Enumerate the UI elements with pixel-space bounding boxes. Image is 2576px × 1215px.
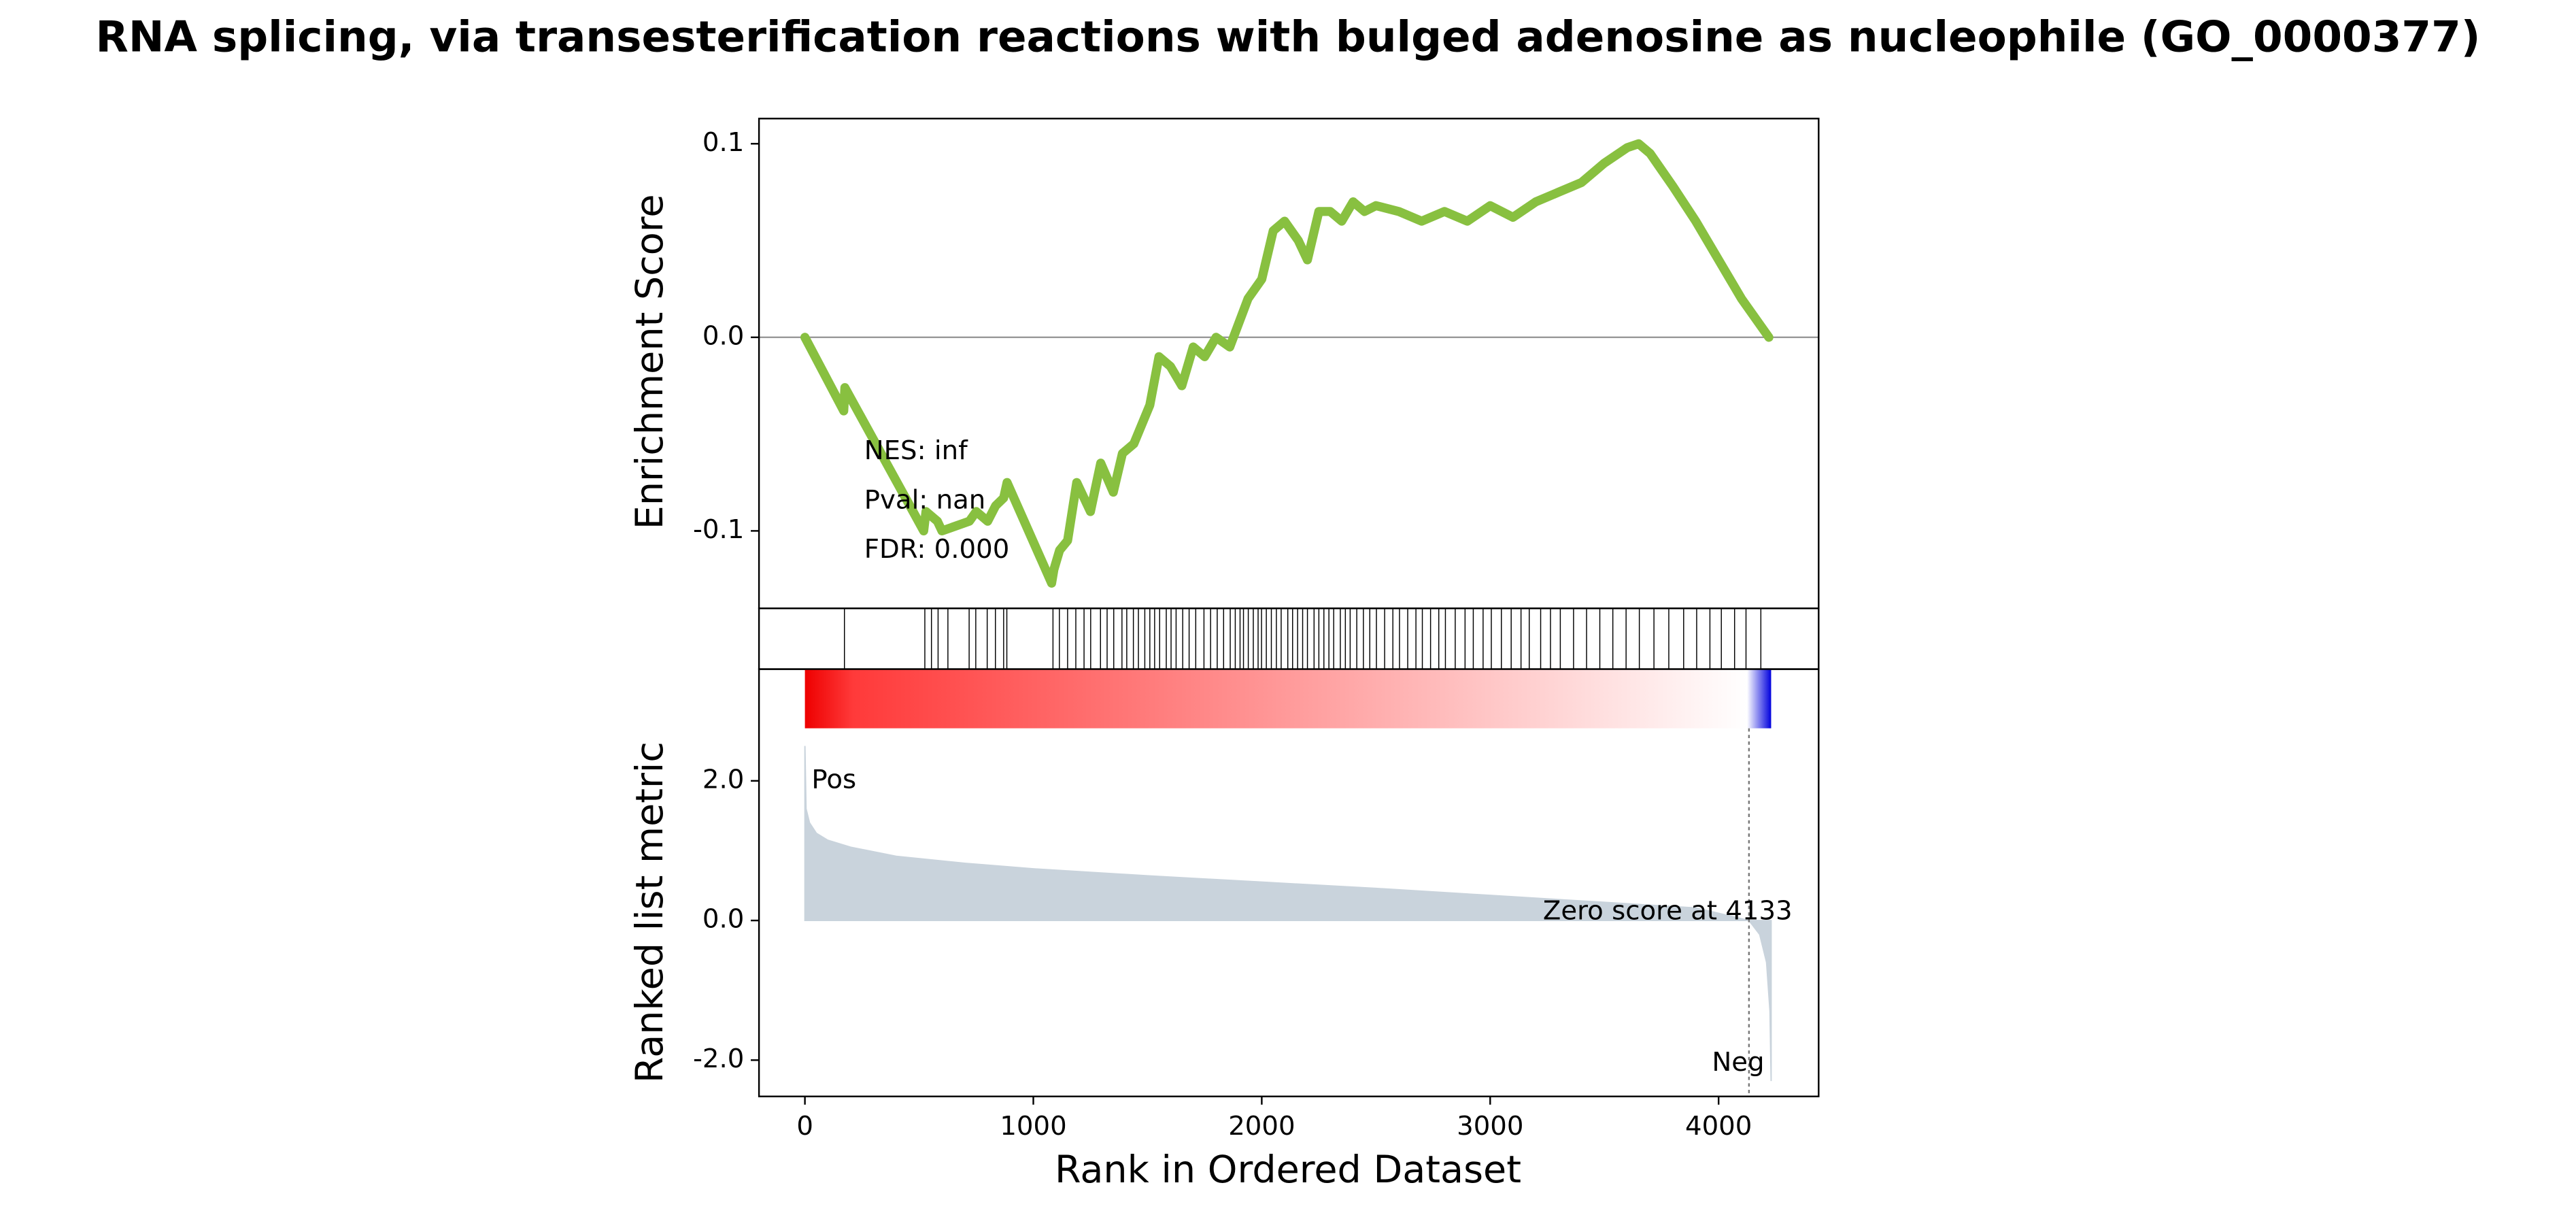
chart-title: RNA splicing, via transesterification re… — [95, 12, 2480, 61]
y-axis-label: Enrichment Score — [628, 194, 672, 529]
stat-annotation: NES: inf — [864, 435, 968, 466]
y-tick-label: 0.1 — [702, 127, 744, 158]
stat-annotation: FDR: 0.000 — [864, 534, 1010, 565]
x-tick-label: 1000 — [1000, 1111, 1066, 1142]
neg-label: Neg — [1712, 1047, 1764, 1078]
zero-score-label: Zero score at 4133 — [1543, 896, 1793, 927]
axes-frame — [758, 668, 1820, 1097]
x-tick-label: 2000 — [1228, 1111, 1295, 1142]
es-line — [800, 139, 1774, 588]
axes-frame — [758, 608, 1820, 670]
x-axis-label: Rank in Ordered Dataset — [1055, 1148, 1521, 1192]
y-tick-label: -2.0 — [693, 1044, 744, 1074]
x-tick-label: 4000 — [1685, 1111, 1752, 1142]
pos-label: Pos — [811, 764, 856, 795]
metric-area — [804, 746, 1772, 1082]
rank-colorbar — [804, 669, 1772, 729]
y-tick-label: -0.1 — [693, 514, 744, 545]
y-axis-label: Ranked list metric — [628, 742, 672, 1083]
x-tick-label: 3000 — [1457, 1111, 1523, 1142]
y-tick-label: 0.0 — [702, 904, 744, 935]
y-tick-label: 0.0 — [702, 320, 744, 351]
x-tick-label: 0 — [796, 1111, 813, 1142]
y-tick-label: 2.0 — [702, 764, 744, 795]
stat-annotation: Pval: nan — [864, 485, 986, 516]
